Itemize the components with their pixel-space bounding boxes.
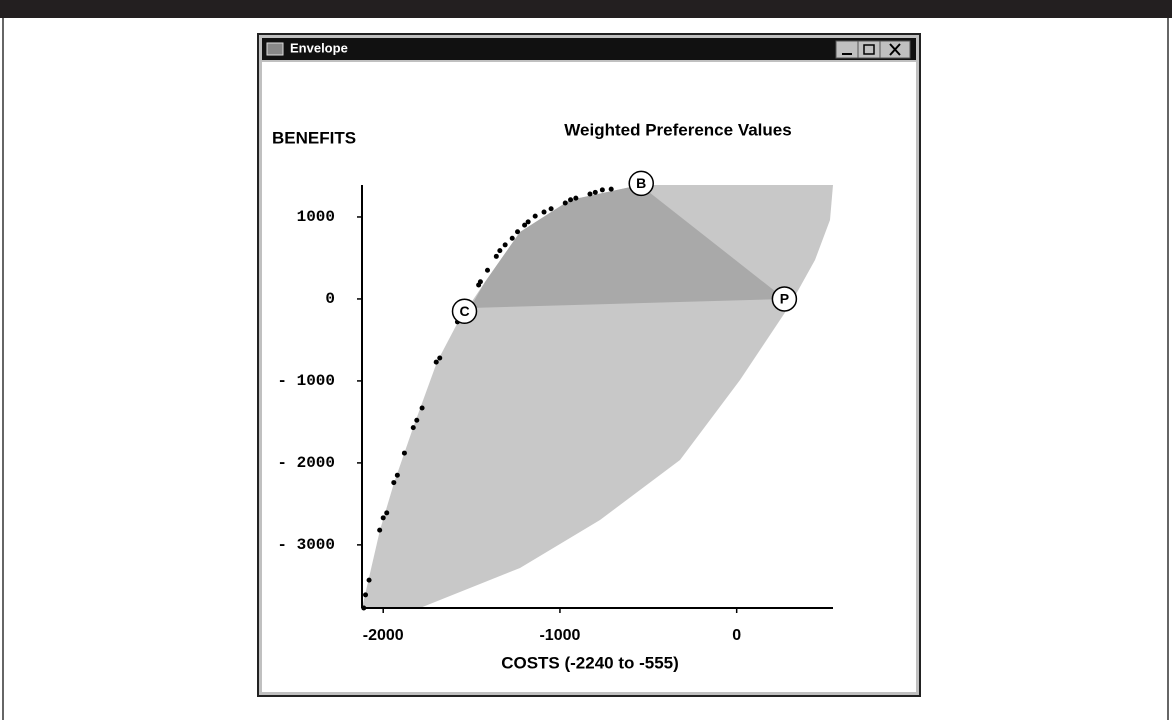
point bbox=[568, 197, 574, 203]
dark-region bbox=[470, 185, 785, 308]
window: Envelope bbox=[257, 33, 921, 697]
point bbox=[363, 592, 369, 598]
point bbox=[366, 577, 372, 583]
x-axis-label: COSTS (-2240 to -555) bbox=[501, 653, 679, 672]
point bbox=[548, 206, 554, 212]
point bbox=[525, 219, 531, 225]
y-tick-label: - 1000 bbox=[277, 372, 335, 390]
y-axis-label: BENEFITS bbox=[272, 128, 356, 147]
maximize-glyph bbox=[863, 44, 875, 55]
point bbox=[522, 222, 528, 228]
x-tick-label: 0 bbox=[732, 627, 741, 644]
point bbox=[599, 187, 605, 193]
point bbox=[414, 417, 420, 423]
point bbox=[573, 195, 579, 201]
point bbox=[532, 213, 538, 219]
chart-title: Weighted Preference Values bbox=[564, 120, 791, 139]
point bbox=[391, 480, 397, 486]
title-bar bbox=[262, 38, 916, 60]
point bbox=[608, 186, 614, 192]
point bbox=[515, 229, 521, 235]
point bbox=[493, 253, 499, 259]
y-tick-label: 1000 bbox=[297, 208, 335, 226]
x-tick-label: -1000 bbox=[539, 627, 580, 644]
point bbox=[437, 355, 443, 361]
point bbox=[592, 189, 598, 195]
annotation-label: C bbox=[459, 303, 469, 319]
point bbox=[587, 191, 593, 197]
close-glyph bbox=[889, 43, 901, 56]
point bbox=[497, 248, 503, 254]
point bbox=[562, 200, 568, 206]
y-tick-label: - 2000 bbox=[277, 454, 335, 472]
point bbox=[509, 235, 515, 241]
annotation-label: B bbox=[636, 175, 646, 191]
point bbox=[361, 605, 367, 611]
point bbox=[380, 515, 386, 521]
maximize-button[interactable] bbox=[857, 40, 881, 59]
point bbox=[541, 209, 547, 215]
top-band bbox=[0, 0, 1172, 18]
y-tick-label: 0 bbox=[325, 290, 335, 308]
point bbox=[401, 450, 407, 456]
point bbox=[484, 267, 490, 273]
annotation-label: P bbox=[780, 291, 789, 307]
annotation-marker bbox=[628, 170, 654, 197]
point bbox=[394, 472, 400, 478]
point bbox=[384, 510, 390, 516]
annotation-marker bbox=[771, 286, 798, 312]
x-tick-label: -2000 bbox=[363, 627, 404, 644]
point bbox=[377, 527, 383, 533]
window-title: Envelope bbox=[290, 40, 348, 55]
point bbox=[419, 405, 425, 411]
minimize-button[interactable] bbox=[835, 40, 859, 59]
point bbox=[477, 279, 483, 285]
y-tick-label: - 3000 bbox=[277, 536, 335, 554]
window-icon bbox=[266, 42, 284, 56]
point bbox=[502, 242, 508, 248]
point bbox=[410, 425, 416, 431]
annotation-marker bbox=[451, 298, 478, 324]
point bbox=[433, 359, 439, 365]
